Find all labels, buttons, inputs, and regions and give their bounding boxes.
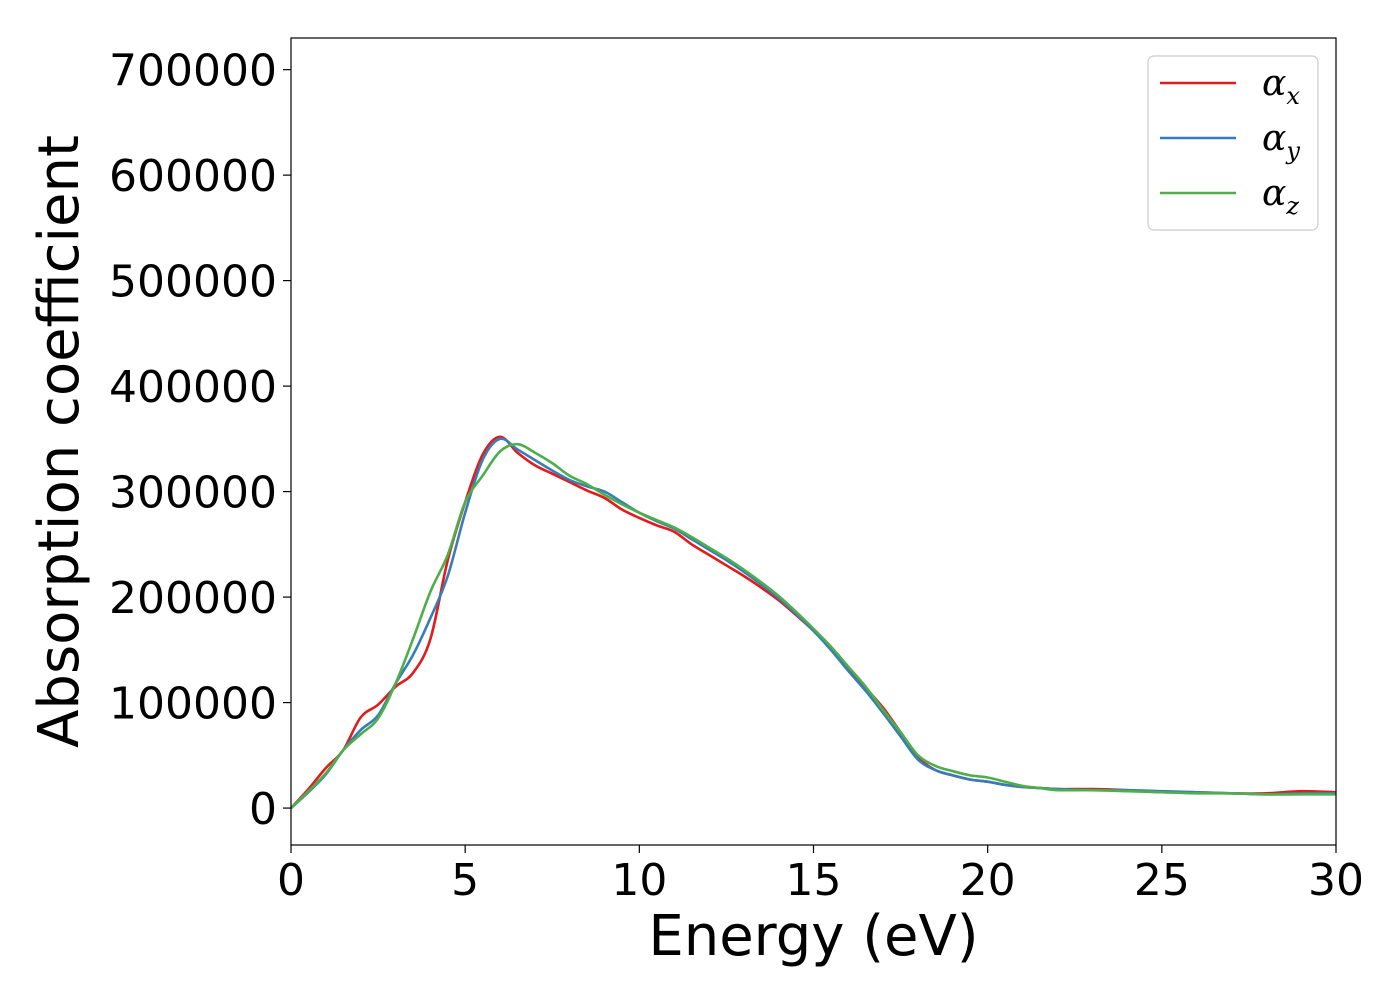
x-axis-label: Energy (eV) — [648, 904, 978, 969]
y-tick-label: 300000 — [109, 468, 277, 519]
x-tick-label: 0 — [277, 855, 305, 906]
series-layer — [291, 435, 1336, 810]
y-tick-label: 400000 — [109, 362, 277, 413]
y-tick-label: 700000 — [109, 46, 277, 97]
x-tick-label: 15 — [786, 855, 842, 906]
series-line-alpha-z — [291, 442, 1336, 810]
x-tick-label: 5 — [451, 855, 479, 906]
x-tick-label: 20 — [960, 855, 1016, 906]
x-tick-label: 30 — [1308, 855, 1364, 906]
y-tick-label: 0 — [249, 784, 277, 835]
legend-box — [1147, 55, 1319, 231]
x-tick-label: 25 — [1134, 855, 1190, 906]
y-tick-label: 500000 — [109, 257, 277, 308]
y-tick-label: 100000 — [109, 679, 277, 730]
x-tick-label: 10 — [611, 855, 667, 906]
x-axis: 0 5 10 15 20 25 30 — [277, 845, 1364, 906]
y-tick-label: 200000 — [109, 573, 277, 624]
y-tick-label: 600000 — [109, 151, 277, 202]
y-axis-label: Absorption coefficient — [27, 135, 92, 748]
y-axis: 0 100000 200000 300000 400000 500000 600000 700… — [109, 46, 291, 835]
